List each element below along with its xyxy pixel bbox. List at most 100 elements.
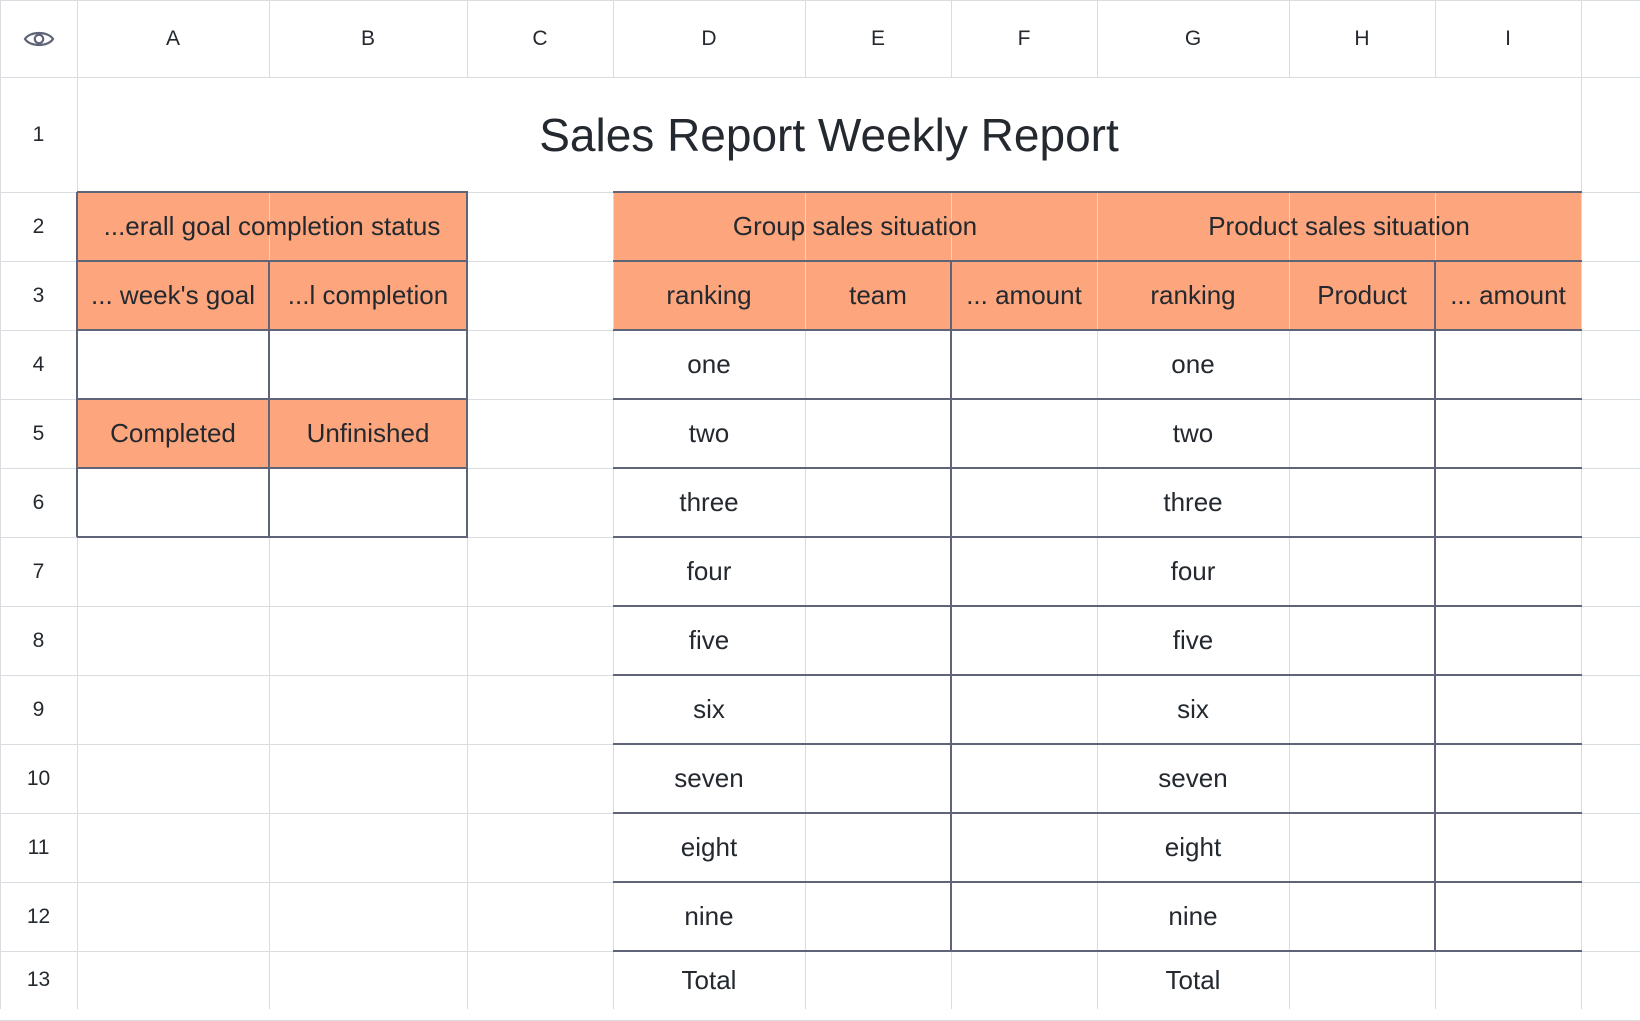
column-header-h[interactable]: H [1354,26,1370,50]
group-team-cell[interactable] [805,399,951,468]
group-sales-header[interactable]: Group sales situation [732,211,978,241]
group-ranking-cell[interactable]: six [693,694,725,724]
group-team-cell[interactable] [805,537,951,606]
column-header-a[interactable]: A [165,26,180,50]
product-name-header[interactable]: Product [1317,280,1407,310]
completion-header[interactable]: ...l completion [287,280,449,310]
group-amount-cell[interactable] [951,813,1097,882]
product-ranking-cell[interactable]: eight [1164,832,1222,862]
group-team-cell[interactable] [805,606,951,675]
row-header-7[interactable]: 7 [32,559,45,583]
product-name-cell[interactable] [1289,468,1435,537]
group-amount-cell[interactable] [951,330,1097,399]
group-amount-cell[interactable] [951,882,1097,951]
product-ranking-header[interactable]: ranking [1150,280,1236,310]
eye-icon[interactable] [23,28,55,50]
product-name-cell[interactable] [1289,330,1435,399]
row-header-13[interactable]: 13 [26,968,51,991]
completion-value[interactable] [269,330,467,399]
product-name-cell[interactable] [1289,882,1435,951]
product-amount-header[interactable]: ... amount [1450,280,1566,310]
product-ranking-cell[interactable]: one [1171,349,1215,379]
row-header-8[interactable]: 8 [32,628,45,652]
group-amount-cell[interactable] [951,537,1097,606]
group-amount-cell[interactable] [951,744,1097,813]
group-total-value[interactable] [805,951,1097,1009]
product-amount-cell[interactable] [1435,882,1581,951]
group-ranking-cell[interactable]: seven [674,763,744,793]
completed-value[interactable] [77,468,269,537]
product-ranking-cell[interactable]: nine [1168,901,1218,931]
product-ranking-cell[interactable]: three [1163,487,1223,517]
group-ranking-cell[interactable]: two [688,418,730,448]
column-header-d[interactable]: D [701,26,717,50]
weeks-goal-header[interactable]: ... week's goal [91,280,255,310]
row-header-9[interactable]: 9 [32,697,45,721]
row-header-2[interactable]: 2 [32,214,45,238]
product-total-label[interactable]: Total [1165,964,1221,995]
product-ranking-cell[interactable]: five [1172,625,1214,655]
column-header-e[interactable]: E [870,26,885,50]
product-amount-cell[interactable] [1435,675,1581,744]
column-header-c[interactable]: C [532,26,548,50]
group-amount-cell[interactable] [951,468,1097,537]
product-total-value[interactable] [1289,951,1581,1009]
product-ranking-cell[interactable]: seven [1158,763,1228,793]
unfinished-label[interactable]: Unfinished [306,418,430,448]
group-team-cell[interactable] [805,468,951,537]
product-ranking-cell[interactable]: six [1177,694,1209,724]
completed-label[interactable]: Completed [110,418,236,448]
group-team-cell[interactable] [805,882,951,951]
row-header-1[interactable]: 1 [32,122,45,146]
group-team-cell[interactable] [805,675,951,744]
product-amount-cell[interactable] [1435,537,1581,606]
product-name-cell[interactable] [1289,744,1435,813]
product-ranking-cell[interactable]: two [1172,418,1214,448]
group-ranking-cell[interactable]: three [679,487,739,517]
product-amount-cell[interactable] [1435,606,1581,675]
product-name-cell[interactable] [1289,537,1435,606]
product-ranking-cell[interactable]: four [1170,556,1216,586]
group-ranking-cell[interactable]: one [687,349,731,379]
product-name-cell[interactable] [1289,399,1435,468]
row-header-5[interactable]: 5 [32,421,45,445]
row-header-11[interactable]: 11 [27,835,50,859]
product-amount-cell[interactable] [1435,744,1581,813]
group-ranking-cell[interactable]: five [688,625,730,655]
column-header-i[interactable]: I [1505,26,1511,50]
corner-cell[interactable] [0,0,77,77]
row-header-3[interactable]: 3 [32,283,45,307]
group-amount-cell[interactable] [951,399,1097,468]
group-team-header[interactable]: team [849,280,907,310]
group-ranking-cell[interactable]: eight [680,832,738,862]
group-ranking-cell[interactable]: four [686,556,732,586]
product-amount-cell[interactable] [1435,468,1581,537]
row-header-10[interactable]: 10 [26,766,51,790]
goal-status-header[interactable]: ...erall goal completion status [103,211,441,241]
group-amount-cell[interactable] [951,675,1097,744]
product-amount-cell[interactable] [1435,813,1581,882]
row-header-12[interactable]: 12 [26,904,51,928]
weeks-goal-value[interactable] [77,330,269,399]
group-ranking-cell[interactable]: nine [684,901,734,931]
product-name-cell[interactable] [1289,606,1435,675]
product-amount-cell[interactable] [1435,399,1581,468]
group-team-cell[interactable] [805,330,951,399]
row-header-6[interactable]: 6 [32,490,45,514]
unfinished-value[interactable] [269,468,467,537]
group-amount-header[interactable]: ... amount [966,280,1082,310]
group-team-cell[interactable] [805,744,951,813]
product-amount-cell[interactable] [1435,330,1581,399]
row-header-4[interactable]: 4 [32,352,45,376]
column-header-f[interactable]: F [1017,26,1031,50]
column-header-b[interactable]: B [360,26,375,50]
report-title[interactable]: Sales Report Weekly Report [539,108,1119,161]
column-header-g[interactable]: G [1184,26,1202,50]
group-team-cell[interactable] [805,813,951,882]
group-total-label[interactable]: Total [681,964,737,995]
product-name-cell[interactable] [1289,813,1435,882]
group-ranking-header[interactable]: ranking [666,280,752,310]
product-name-cell[interactable] [1289,675,1435,744]
product-sales-header[interactable]: Product sales situation [1208,211,1470,241]
group-amount-cell[interactable] [951,606,1097,675]
